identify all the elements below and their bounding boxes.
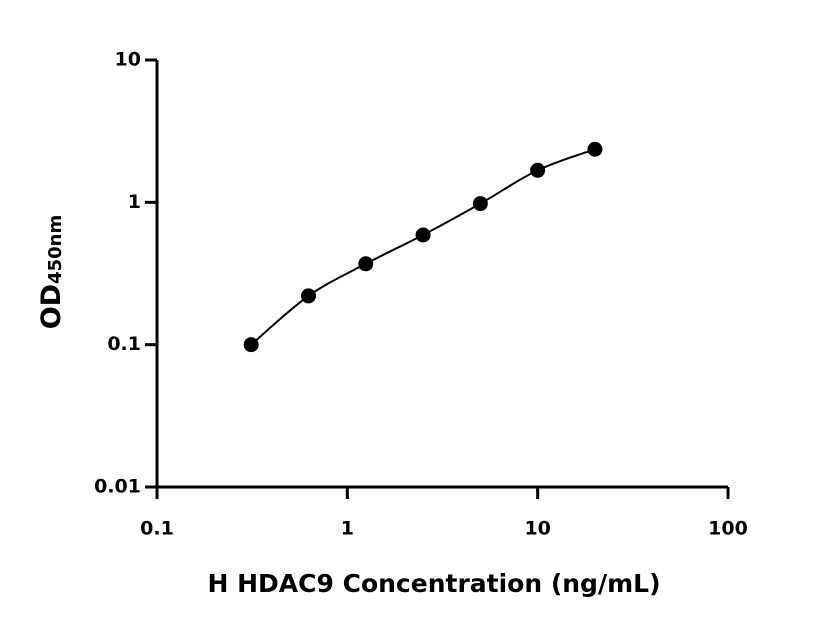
x-tick-label: 100 [708,518,748,540]
y-axis-label-main: OD [36,284,67,329]
data-point [358,256,374,272]
y-tick-label: 0.1 [107,333,141,355]
x-tick-label: 1 [341,518,354,540]
fit-curve [250,148,596,346]
y-tick-label: 10 [115,49,141,71]
data-point [243,337,259,353]
data-point [300,288,316,304]
data-point [530,162,546,178]
y-axis-label: OD450nm [36,215,67,330]
y-tick-label: 1 [128,191,141,213]
x-axis-label: H HDAC9 Concentration (ng/mL) [208,569,661,598]
x-tick-label: 0.1 [140,518,174,540]
data-point [472,196,488,212]
y-axis-label-subscript: 450nm [45,215,66,284]
x-tick-label: 10 [524,518,550,540]
data-point [587,141,603,157]
data-point [415,227,431,243]
y-tick-label: 0.01 [94,476,141,498]
